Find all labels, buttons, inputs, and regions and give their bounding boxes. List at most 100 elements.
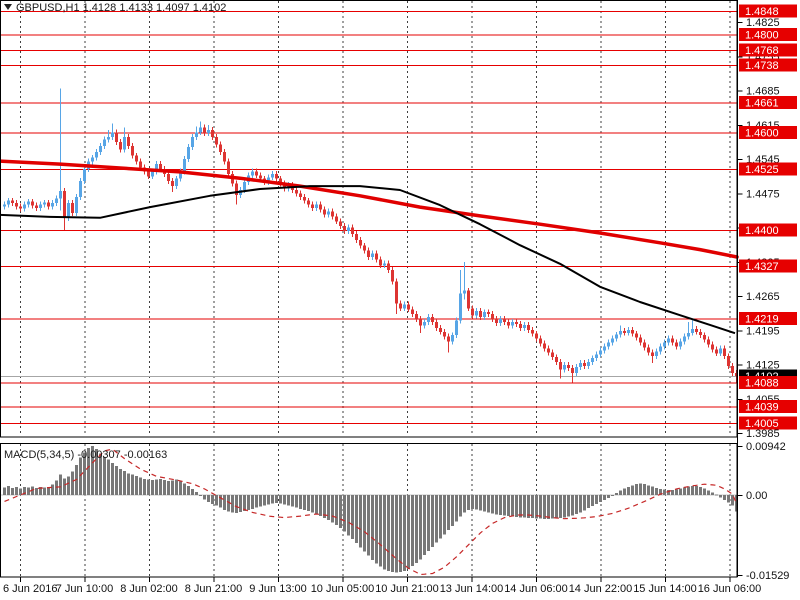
macd-histogram-bar xyxy=(119,469,122,496)
macd-histogram-bar xyxy=(187,485,190,496)
red-trend-ma-line[interactable] xyxy=(0,159,739,259)
candle-body xyxy=(703,335,706,340)
candle-body xyxy=(399,303,402,309)
candle-body xyxy=(199,127,202,133)
candle-body xyxy=(499,319,502,323)
macd-histogram-bar xyxy=(727,495,730,503)
price-tick-label: 1.4475 xyxy=(746,188,780,200)
candle-body xyxy=(359,239,362,246)
candle-body xyxy=(515,321,518,324)
macd-histogram-bar xyxy=(643,484,646,496)
macd-histogram-bar xyxy=(679,488,682,496)
macd-histogram-bar xyxy=(419,495,422,560)
candle-body xyxy=(587,362,590,367)
candle-body xyxy=(215,137,218,145)
macd-value-axis[interactable]: 0.00942 0.00 -0.01529 xyxy=(737,441,790,582)
macd-histogram-bar xyxy=(299,495,302,509)
candle-body xyxy=(159,164,162,169)
macd-histogram-bar xyxy=(331,495,334,523)
price-axis[interactable]: 1.48251.47551.46851.46151.45451.44751.44… xyxy=(737,0,798,577)
level-price-label: 1.4600 xyxy=(745,127,779,139)
macd-histogram-bar xyxy=(495,495,498,515)
macd-histogram-bar xyxy=(239,495,242,512)
candle-body xyxy=(235,183,238,195)
macd-indicator-label: MACD(5,34,5) -0.00307 -0.00163 xyxy=(4,449,167,461)
macd-histogram-bar xyxy=(519,495,522,518)
macd-histogram-bar xyxy=(135,475,138,496)
macd-histogram-bar xyxy=(327,495,330,521)
candle-body xyxy=(579,363,582,367)
macd-histogram-bar xyxy=(271,495,274,504)
macd-histogram-bar xyxy=(151,480,154,496)
candle-body xyxy=(363,245,366,251)
candle-body xyxy=(395,281,398,304)
macd-histogram-bar xyxy=(303,495,306,510)
candle-body xyxy=(11,200,14,204)
candle-body xyxy=(27,201,30,205)
macd-histogram-bar xyxy=(71,471,74,496)
macd-histogram-bar xyxy=(295,495,298,508)
candle-body xyxy=(423,321,426,326)
candle-body xyxy=(567,365,570,368)
macd-histogram-bar xyxy=(591,495,594,507)
macd-histogram-bar xyxy=(499,495,502,516)
level-price-box xyxy=(739,162,797,176)
main-price-panel[interactable] xyxy=(0,0,739,438)
candle-body xyxy=(631,329,634,334)
macd-indicator-panel[interactable] xyxy=(0,443,738,578)
macd-histogram-bar xyxy=(351,495,354,540)
macd-histogram-bar xyxy=(595,495,598,505)
macd-histogram-bar xyxy=(95,449,98,496)
candle-body xyxy=(447,336,450,342)
macd-histogram-bar xyxy=(223,495,226,510)
candle-body xyxy=(451,335,454,342)
candle-body xyxy=(711,344,714,350)
candle-body xyxy=(19,206,22,209)
macd-tick-label: 0.00 xyxy=(746,490,767,502)
candle-body xyxy=(187,146,190,160)
macd-histogram-bar xyxy=(387,495,390,571)
macd-histogram-bar xyxy=(671,489,674,496)
macd-histogram-bar xyxy=(571,495,574,516)
macd-histogram-bar xyxy=(675,489,678,496)
candle-body xyxy=(647,347,650,353)
candle-body xyxy=(527,324,530,330)
macd-histogram-bar xyxy=(159,478,162,496)
macd-histogram-bar xyxy=(615,493,618,496)
macd-histogram-bar xyxy=(647,485,650,496)
macd-histogram-bar xyxy=(723,495,726,500)
macd-histogram-bar xyxy=(403,495,406,571)
candle-body xyxy=(75,196,78,213)
level-price-box xyxy=(739,312,797,326)
macd-histogram-bar xyxy=(535,495,538,519)
candle-body xyxy=(119,142,122,150)
candle-body xyxy=(111,132,114,138)
macd-histogram-bar xyxy=(255,495,258,508)
candle-body xyxy=(347,227,350,232)
candle-body xyxy=(715,349,718,354)
macd-histogram-bar xyxy=(663,489,666,496)
candle-body xyxy=(271,173,274,178)
candle-body xyxy=(479,310,482,318)
macd-histogram-bar xyxy=(627,486,630,496)
macd-histogram-bar xyxy=(3,487,6,496)
candle-body xyxy=(671,338,674,343)
candle-body xyxy=(71,203,74,213)
macd-histogram-bar xyxy=(175,479,178,496)
candle-body xyxy=(551,352,554,358)
candle-body xyxy=(695,328,698,332)
macd-histogram-bar xyxy=(575,495,578,514)
time-tick-label: 10 Jun 05:00 xyxy=(311,583,375,595)
candle-body xyxy=(171,181,174,187)
macd-histogram-bar xyxy=(603,495,606,500)
macd-histogram-bar xyxy=(183,483,186,496)
macd-histogram-bar xyxy=(699,486,702,496)
candle-body xyxy=(687,332,690,337)
candle-body xyxy=(623,330,626,333)
macd-histogram-bar xyxy=(163,480,166,496)
candle-body xyxy=(151,171,154,177)
time-tick-label: 8 Jun 21:00 xyxy=(185,583,243,595)
symbol-dropdown-icon[interactable] xyxy=(4,4,12,10)
macd-histogram-bar xyxy=(487,495,490,513)
